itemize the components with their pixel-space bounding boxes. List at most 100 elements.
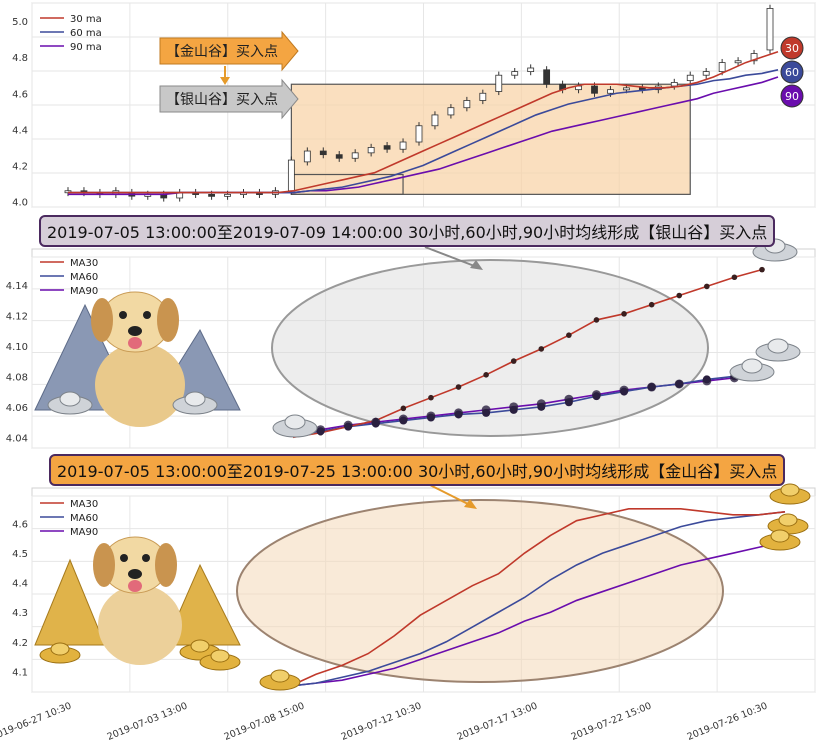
gold-ingot-icon-top xyxy=(50,642,70,656)
ma90-point xyxy=(481,405,491,415)
p2-legend-label: MA90 xyxy=(70,286,98,297)
y-tick-label: 5.0 xyxy=(12,17,28,28)
dog-eye-right xyxy=(142,554,150,562)
candle-body xyxy=(591,85,598,94)
dog-ear-left xyxy=(93,543,115,587)
candle-body xyxy=(351,152,359,159)
candle-body xyxy=(495,74,503,92)
ma30-point xyxy=(676,292,683,299)
ma90-point xyxy=(674,379,684,389)
x-tick-label: 2019-06-27 10:30 xyxy=(0,701,73,743)
candle-body xyxy=(463,100,471,109)
silver-buy-arrow-label: 【银山谷】买入点 xyxy=(166,92,278,108)
ma90-badge xyxy=(780,84,804,108)
dog-ear-right xyxy=(155,543,177,587)
dog-eye-left xyxy=(120,554,128,562)
p1-legend-label: 60 ma xyxy=(70,28,102,39)
ma30-point xyxy=(455,384,462,390)
ma60-badge-label: 60 xyxy=(785,66,799,79)
ma90-point xyxy=(564,394,574,404)
gold-ingot-icon-top xyxy=(778,513,798,527)
candle-body xyxy=(399,141,407,150)
silver-ingot-icon-top xyxy=(741,358,763,374)
candlestick-panel: 5.0 4.8 4.6 4.4 4.2 4.0 30 ma 60 ma 90 ma 30 60 9… xyxy=(12,2,816,209)
candle-body xyxy=(734,60,742,64)
y-tick-label: 4.6 xyxy=(12,89,28,100)
dog-ear-right xyxy=(157,298,179,342)
y-tick-label: 4.0 xyxy=(12,198,28,209)
ma90-point xyxy=(702,376,712,386)
x-tick-label: 2019-07-22 15:00 xyxy=(570,701,653,743)
dog-body xyxy=(95,343,185,427)
ma60-line xyxy=(292,372,763,437)
y-tick-label: 4.10 xyxy=(6,342,28,353)
candle-body xyxy=(303,150,311,163)
candle-body xyxy=(447,107,455,116)
gold-banner-pointer xyxy=(429,484,471,506)
ma30-point xyxy=(731,274,738,281)
candle-body xyxy=(702,71,710,76)
gold-valley-panel: 4.6 4.5 4.4 4.3 4.2 4.1 2019-06-27 10:30 2019-… xyxy=(0,483,816,743)
ma90-point xyxy=(591,390,601,400)
ma30-line xyxy=(68,50,779,194)
candle-body xyxy=(383,145,391,150)
gold-down-arrow-head xyxy=(220,77,230,85)
y-tick-label: 4.2 xyxy=(12,638,28,649)
candle-body xyxy=(686,74,694,82)
p3-legend-label: MA90 xyxy=(70,527,98,538)
candle-body xyxy=(224,193,231,197)
silver-buy-arrow xyxy=(159,78,299,120)
x-tick-label: 2019-07-12 10:30 xyxy=(340,701,423,743)
y-tick-label: 4.08 xyxy=(6,372,28,383)
ma30-point xyxy=(510,358,517,364)
gold-ingot-icon-top xyxy=(190,639,210,653)
gold-pyramid-left xyxy=(34,558,106,646)
candle-body xyxy=(670,82,678,87)
ma90-badge-label: 90 xyxy=(785,90,799,103)
y-tick-label: 4.14 xyxy=(6,281,28,292)
dog-ear-left xyxy=(91,298,113,342)
gold-ingot-icon-top xyxy=(770,529,790,543)
p2-legend-label: MA30 xyxy=(70,258,98,269)
ma90-point xyxy=(316,425,326,435)
silver-ingot-icon-top xyxy=(284,414,306,430)
y-tick-label: 4.4 xyxy=(12,579,28,590)
silver-banner-pointer xyxy=(424,246,478,268)
y-tick-label: 4.1 xyxy=(12,667,28,678)
ma30-badge xyxy=(780,36,804,60)
dog-nose xyxy=(128,326,142,336)
y-tick-label: 4.3 xyxy=(12,608,28,619)
ma30-point xyxy=(648,301,655,308)
ma30-point xyxy=(566,332,572,338)
silver-valley-banner: 2019-07-05 13:00:00至2019-07-09 14:00:00 … xyxy=(39,215,776,247)
dog-nose xyxy=(128,569,142,579)
candle-body xyxy=(543,69,551,85)
ma90-line xyxy=(289,540,786,687)
gold-buy-arrow xyxy=(159,30,299,72)
x-tick-label: 2019-07-17 13:00 xyxy=(456,701,539,743)
candle-body xyxy=(527,67,535,73)
gold-pointer-head xyxy=(464,499,477,509)
silver-pointer-head xyxy=(470,260,483,270)
ma60-badge xyxy=(780,60,804,84)
candle-body xyxy=(750,53,758,62)
candle-body xyxy=(479,92,487,101)
ma30-line xyxy=(289,508,786,687)
y-tick-label: 4.8 xyxy=(12,53,28,64)
p3-legend-label: MA60 xyxy=(70,513,98,524)
gold-ingot-icon-top xyxy=(210,649,230,663)
dog-tongue xyxy=(128,337,142,349)
dog-eye-left xyxy=(119,311,127,319)
x-tick-label: 2019-07-03 13:00 xyxy=(106,701,189,743)
y-tick-label: 4.04 xyxy=(6,433,28,444)
candle-body xyxy=(511,71,519,76)
gold-ingot-icon-top xyxy=(270,669,290,683)
x-tick-label: 2019-07-26 10:30 xyxy=(686,701,769,743)
silver-valley-panel: 4.14 4.12 4.10 4.08 4.06 4.04 MA30 MA60 MA90 xyxy=(6,238,816,449)
p1-legend-label: 30 ma xyxy=(70,14,102,25)
p3-legend-label: MA30 xyxy=(70,499,98,510)
candle-body xyxy=(718,62,726,73)
gold-highlight-ellipse xyxy=(236,499,724,683)
silver-ingot-icon-top xyxy=(184,391,206,407)
candle-body xyxy=(287,159,295,192)
